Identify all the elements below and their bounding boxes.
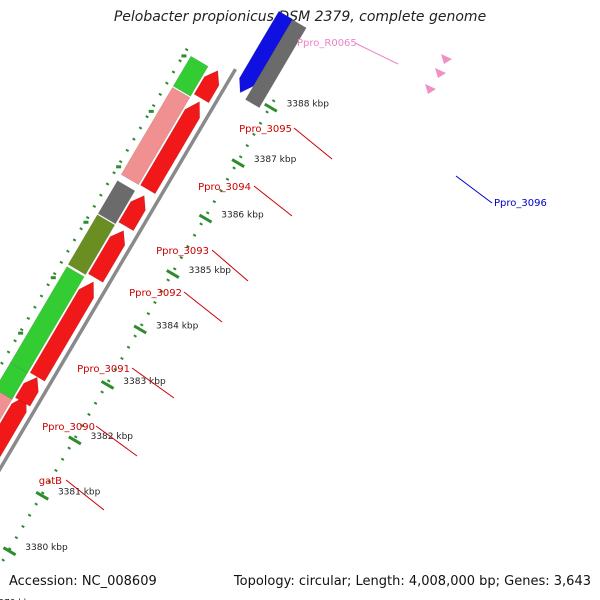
- gene-label-ppro_3091: Ppro_3091: [77, 364, 130, 375]
- leader-line-ppro_3090: [95, 425, 138, 457]
- tick-mark-3380: [2, 546, 17, 557]
- tick-mark-3388: [264, 102, 278, 113]
- tick-label-3384: 3384 kbp: [156, 321, 199, 331]
- leader-line-ppro_3092: [183, 291, 223, 323]
- gene-label-ppro_r0065: Ppro_R0065: [297, 38, 357, 49]
- backbone-line: [0, 68, 238, 473]
- feature-tracks: [0, 10, 452, 458]
- leader-line-ppro_3095: [293, 127, 333, 160]
- feature-ppro-3091-box: [9, 266, 85, 374]
- gene-label-ppro_3095: Ppro_3095: [239, 124, 292, 135]
- tick-label-3387: 3387 kbp: [254, 155, 297, 165]
- tick-label-3380: 3380 kbp: [25, 543, 68, 553]
- gene-label-ppro_3090: Ppro_3090: [42, 422, 95, 433]
- feature-gray-right-box: [245, 19, 307, 109]
- leader-line-ppro_3096: [455, 175, 493, 204]
- gene-label-ppro_3096: Ppro_3096: [494, 198, 547, 209]
- feature-ppro-3095-box: [172, 55, 209, 97]
- gene-label-gatb: gatB: [39, 476, 62, 487]
- feature-ppro-3094-box: [120, 86, 191, 186]
- trna-chevron-3: [441, 54, 452, 64]
- gene-labels: Ppro_R0065 Ppro_3095 Ppro_3094 Ppro_3093 Ppr…: [39, 38, 547, 511]
- leader-line-ppro_r0065: [354, 42, 399, 65]
- tick-mark-3387: [231, 158, 245, 168]
- tick-label-3381: 3381 kbp: [58, 488, 101, 498]
- gene-label-ppro_3092: Ppro_3092: [129, 288, 182, 299]
- tick-mark-3386: [198, 213, 213, 224]
- topology-text: Topology: circular; Length: 4,008,000 bp…: [233, 574, 591, 589]
- leader-line-gatb: [65, 479, 105, 511]
- feature-inner-arrow-4: [29, 281, 95, 382]
- tick-mark-3384: [133, 324, 147, 335]
- trna-chevron-1: [425, 84, 436, 94]
- feature-inner-arrow-3: [14, 376, 39, 407]
- tick-label-3388: 3388 kbp: [287, 100, 330, 110]
- feature-inner-arrow-8: [193, 70, 220, 104]
- tick-mark-3385: [166, 269, 180, 279]
- feature-ppro-3096-arrow: [239, 10, 294, 94]
- feature-inner-arrow-2: [0, 395, 27, 458]
- trna-chevron-2: [435, 68, 446, 78]
- leader-line-ppro_3093: [211, 249, 249, 282]
- tick-label-3386: 3386 kbp: [221, 210, 264, 220]
- tick-label-3385: 3385 kbp: [189, 266, 232, 276]
- feature-inner-arrow-7: [140, 101, 201, 195]
- tick-mark-3382: [68, 435, 82, 446]
- feature-inner-arrow-6: [118, 195, 146, 232]
- tick-mark-3383: [100, 380, 115, 390]
- feature-ppro-3093-box: [97, 180, 136, 225]
- tick-mark-3381: [35, 490, 49, 501]
- feature-inner-arrow-5: [87, 230, 126, 283]
- genome-backbone: [0, 68, 238, 473]
- leader-line-ppro_3091: [131, 367, 175, 399]
- leader-line-ppro_3094: [253, 185, 293, 217]
- tick-label-3379: 3379 kbp: [0, 599, 35, 600]
- feature-ppro-3092-box: [67, 214, 116, 276]
- tick-label-3383: 3383 kbp: [123, 377, 166, 387]
- gene-label-ppro_3094: Ppro_3094: [198, 182, 251, 193]
- map-title: Pelobacter propionicus DSM 2379, complet…: [113, 9, 487, 25]
- accession-text: Accession: NC_008609: [9, 574, 157, 589]
- gene-label-ppro_3093: Ppro_3093: [156, 246, 209, 257]
